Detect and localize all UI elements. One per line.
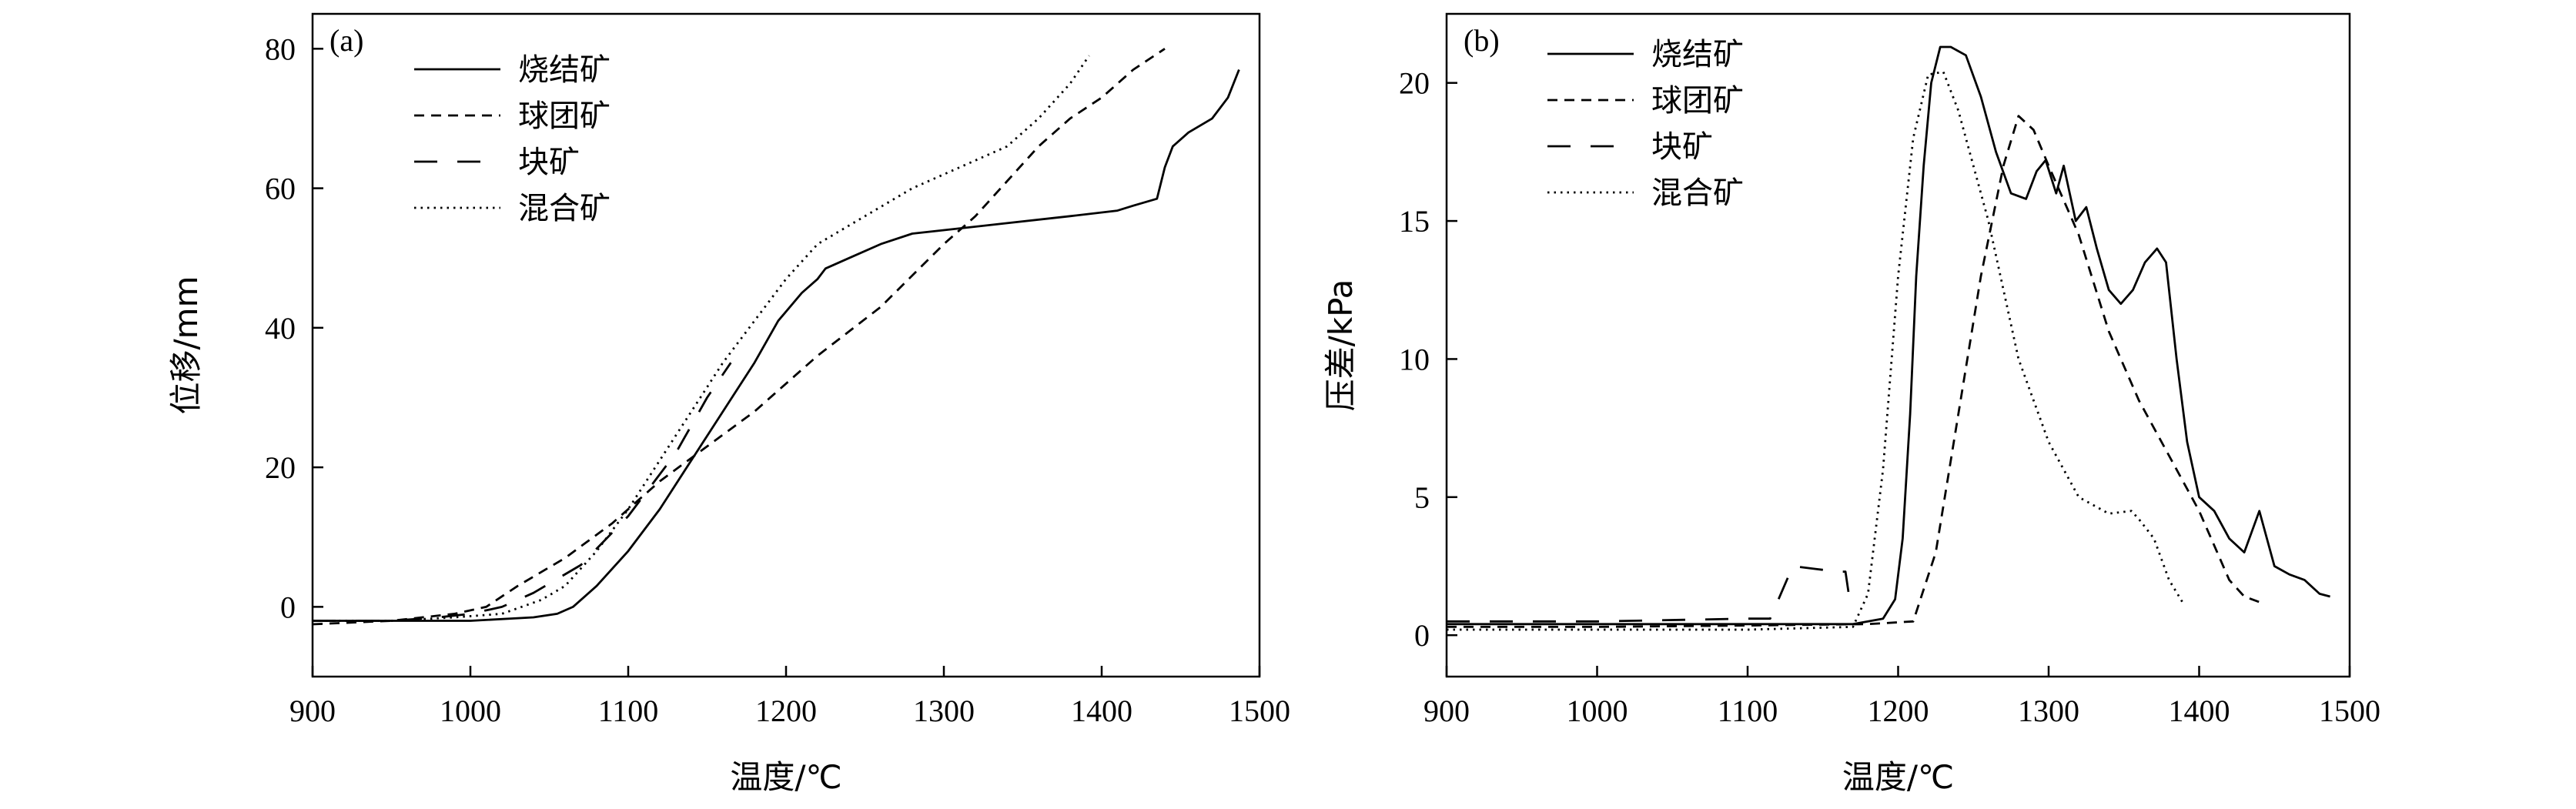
y-tick-label: 5 <box>1414 480 1430 515</box>
y-tick-label: 0 <box>280 590 296 624</box>
legend-label: 混合矿 <box>518 191 611 226</box>
x-axis-title: 温度/℃ <box>1842 758 1954 796</box>
y-tick-label: 40 <box>265 311 296 346</box>
y-axis-title: 位移/mm <box>167 276 205 415</box>
x-tick-label: 1300 <box>913 694 975 728</box>
series-line-4 <box>313 55 1090 622</box>
x-tick-label: 1000 <box>1567 694 1628 728</box>
series-line-2 <box>312 48 1166 626</box>
legend-label: 烧结矿 <box>518 52 611 88</box>
x-tick-label: 1100 <box>1718 694 1778 728</box>
series-line-3 <box>313 362 732 622</box>
y-tick-label: 60 <box>265 172 296 206</box>
series-line-4 <box>1447 70 2186 631</box>
series-line-2 <box>1447 115 2260 628</box>
x-tick-label: 1300 <box>2018 694 2079 728</box>
y-tick-label: 20 <box>1399 66 1430 101</box>
y-tick-label: 15 <box>1399 204 1430 239</box>
panel-a-chart: 900 1000 1100 1200 1300 1400 1500 0 20 40 60 80 温度/℃… <box>167 12 1290 796</box>
y-axis-title: 压差/kPa <box>1322 279 1360 412</box>
x-tick-label: 1500 <box>2319 694 2380 728</box>
x-tick-label: 900 <box>289 694 336 728</box>
legend-label: 块矿 <box>1651 129 1713 165</box>
x-tick-label: 1200 <box>1868 694 1929 728</box>
series-line-3 <box>1447 565 1852 623</box>
y-tick-label: 0 <box>1414 618 1430 653</box>
legend-label: 混合矿 <box>1651 176 1744 211</box>
x-tick-label: 1400 <box>2169 694 2230 728</box>
legend-label: 球团矿 <box>1651 83 1744 119</box>
legend-label: 块矿 <box>518 145 580 180</box>
panel-label: (b) <box>1464 23 1500 58</box>
panel-b-chart: 900 1000 1100 1200 1300 1400 1500 0 5 10 15 20 温度/℃ 压… <box>1322 12 2380 796</box>
x-tick-label: 1400 <box>1071 694 1132 728</box>
x-tick-label: 1500 <box>1229 694 1290 728</box>
x-tick-label: 900 <box>1423 694 1470 728</box>
x-tick-label: 1200 <box>755 694 817 728</box>
x-tick-label: 1100 <box>598 694 659 728</box>
y-tick-label: 10 <box>1399 342 1430 376</box>
x-tick-label: 1000 <box>440 694 501 728</box>
legend-label: 球团矿 <box>518 99 611 134</box>
y-tick-label: 80 <box>265 32 296 66</box>
x-axis-title: 温度/℃ <box>730 758 841 796</box>
legend-label: 烧结矿 <box>1651 37 1744 72</box>
panel-label: (a) <box>330 23 363 58</box>
series-line-1 <box>1447 45 2330 626</box>
plot-frame <box>311 12 1261 678</box>
y-tick-label: 20 <box>265 450 296 485</box>
series-line-1 <box>313 69 1240 622</box>
